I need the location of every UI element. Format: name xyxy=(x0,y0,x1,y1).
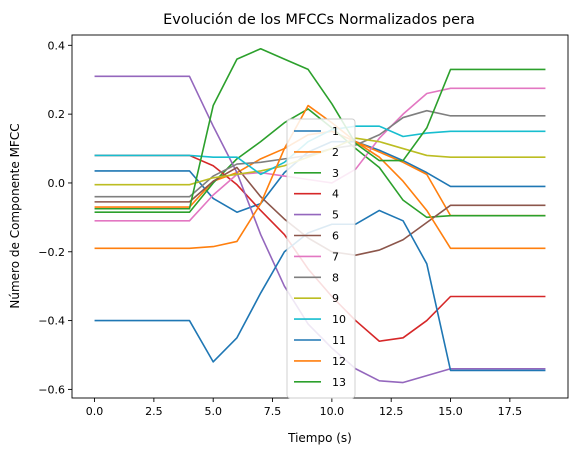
y-tick-label: −0.2 xyxy=(38,246,65,259)
x-tick-label: 12.5 xyxy=(379,405,404,418)
legend-label-13: 13 xyxy=(332,376,346,389)
y-axis: −0.6 −0.4 −0.2 0.0 0.2 0.4 xyxy=(38,39,72,396)
legend-label-7: 7 xyxy=(332,250,339,263)
x-tick-label: 7.5 xyxy=(264,405,282,418)
legend-label-5: 5 xyxy=(332,209,339,222)
x-tick-label: 0.0 xyxy=(86,405,104,418)
legend-box xyxy=(286,118,356,399)
y-tick-label: 0.4 xyxy=(48,39,66,52)
x-tick-label: 17.5 xyxy=(498,405,523,418)
x-tick-label: 10.0 xyxy=(320,405,345,418)
y-axis-label: Número de Componente MFCC xyxy=(8,123,22,308)
series-line-13 xyxy=(94,47,546,210)
legend-label-9: 9 xyxy=(332,292,339,305)
legend-label-3: 3 xyxy=(332,167,339,180)
x-tick-label: 2.5 xyxy=(145,405,163,418)
y-tick-label: 0.0 xyxy=(48,177,66,190)
legend-label-2: 2 xyxy=(332,146,339,159)
y-tick-label: −0.6 xyxy=(38,383,65,396)
y-tick-label: 0.2 xyxy=(48,108,66,121)
legend-label-6: 6 xyxy=(332,230,339,243)
chart-title: Evolución de los MFCCs Normalizados pera xyxy=(163,12,475,28)
x-tick-label: 15.0 xyxy=(438,405,463,418)
legend-label-12: 12 xyxy=(332,355,346,368)
series-line-12 xyxy=(94,104,546,250)
x-axis-label: Tiempo (s) xyxy=(287,431,352,445)
series-line-3 xyxy=(94,108,546,219)
legend-label-4: 4 xyxy=(332,188,339,201)
x-axis: 0.0 2.5 5.0 7.5 10.0 12.5 15.0 17.5 xyxy=(86,398,522,418)
y-tick-label: −0.4 xyxy=(38,315,65,328)
legend-label-10: 10 xyxy=(332,313,346,326)
legend-label-8: 8 xyxy=(332,271,339,284)
x-tick-label: 5.0 xyxy=(204,405,222,418)
legend-label-11: 11 xyxy=(332,334,346,347)
legend-label-1: 1 xyxy=(332,125,339,138)
